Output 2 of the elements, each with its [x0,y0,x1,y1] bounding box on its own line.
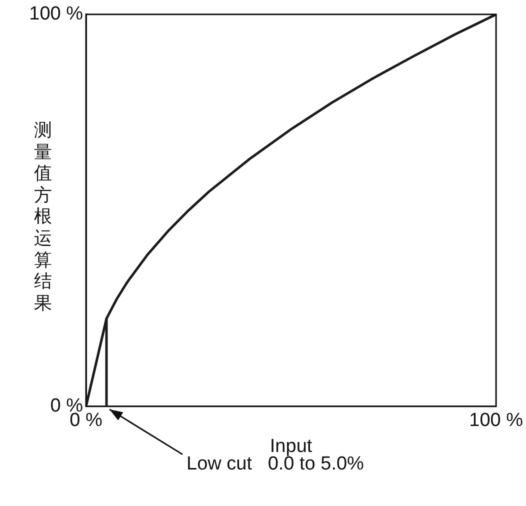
x-axis-title: Input [270,436,313,457]
text: 测量值方根运算结果 [34,120,52,314]
